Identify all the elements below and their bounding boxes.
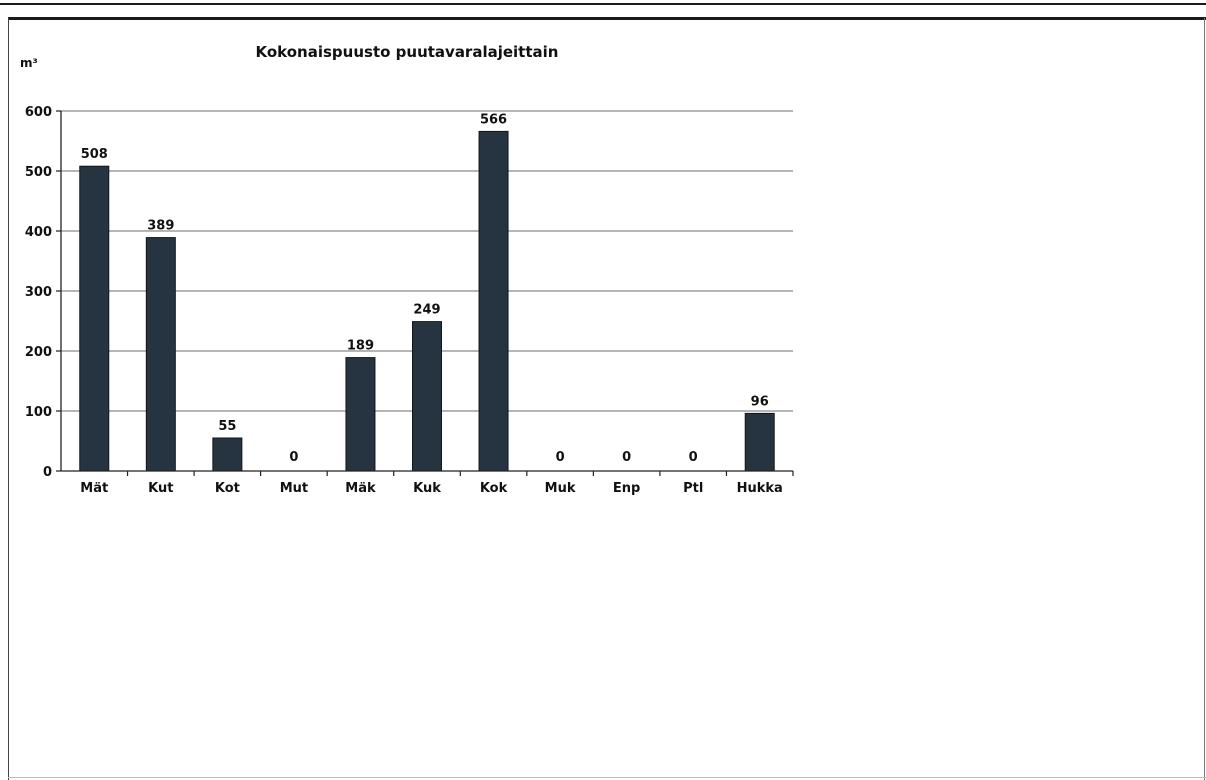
y-tick-label: 500 — [25, 165, 52, 180]
data-label: 55 — [218, 419, 236, 434]
data-label: 0 — [289, 450, 298, 465]
y-tick-label: 300 — [25, 285, 52, 300]
bars — [79, 130, 775, 472]
data-label: 249 — [413, 303, 440, 318]
x-tick-label: Kuk — [413, 481, 441, 496]
x-tick-label: Enp — [613, 481, 640, 496]
x-tick-label: Mät — [80, 481, 108, 496]
x-tick-label: Mut — [280, 481, 308, 496]
bar — [212, 437, 243, 472]
bar — [345, 357, 376, 472]
bar — [79, 165, 110, 472]
y-tick-label: 400 — [25, 225, 52, 240]
y-tick-label: 200 — [25, 345, 52, 360]
x-tick-label: Kut — [148, 481, 173, 496]
y-axis-unit: m³ — [20, 56, 38, 70]
data-label: 0 — [689, 450, 698, 465]
frame-right-border — [1204, 18, 1205, 780]
x-tick-label: Kot — [215, 481, 240, 496]
bar — [412, 321, 442, 472]
frame-left-border — [8, 18, 9, 780]
chart-title: Kokonaispuusto puutavaralajeittain — [256, 43, 559, 61]
data-label: 96 — [751, 394, 769, 409]
x-tick-label: Muk — [545, 481, 576, 496]
x-tick-label: Ptl — [683, 481, 703, 496]
data-label: 189 — [347, 339, 374, 354]
data-label: 0 — [556, 450, 565, 465]
bar — [744, 412, 775, 472]
header-rule — [8, 17, 1206, 20]
top-rule — [0, 3, 1206, 5]
y-tick-labels: 0 100 200 300 400 500 600 — [25, 105, 52, 480]
x-tick-label: Kok — [480, 481, 508, 496]
bar — [478, 130, 509, 472]
axes — [56, 110, 794, 476]
y-tick-label: 0 — [43, 465, 52, 480]
frame-bottom-border — [8, 777, 1206, 778]
data-label: 566 — [480, 112, 507, 127]
data-label: 0 — [622, 450, 631, 465]
bar — [145, 237, 176, 472]
data-labels: 508 389 55 0 189 249 566 0 0 0 96 — [81, 112, 769, 465]
data-label: 389 — [147, 219, 174, 234]
x-tick-label: Mäk — [345, 481, 376, 496]
data-label: 508 — [81, 147, 108, 162]
x-tick-labels: Mät Kut Kot Mut Mäk Kuk Kok Muk Enp Ptl Hukka — [80, 481, 783, 496]
x-tick-label: Hukka — [737, 481, 783, 496]
y-tick-label: 100 — [25, 405, 52, 420]
y-tick-label: 600 — [25, 105, 52, 120]
